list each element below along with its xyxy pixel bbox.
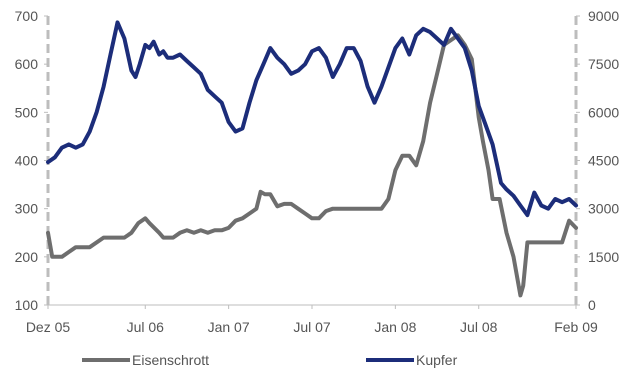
left-y-tick-labels: 100 200 300 400 500 600 700 <box>15 8 48 313</box>
left-y-tick-label: 100 <box>15 297 39 313</box>
x-tick-labels: Dez 05 Jul 06 Jan 07 Jul 07 Jan 08 Jul 08 Feb … <box>26 305 598 335</box>
right-y-tick-labels: 0 1500 3000 4500 6000 7500 9000 <box>576 8 619 313</box>
x-tick-label: Jul 07 <box>293 319 331 335</box>
left-y-tick-label: 200 <box>15 249 39 265</box>
left-y-tick-label: 300 <box>15 201 39 217</box>
x-tick-label: Jan 07 <box>208 319 250 335</box>
right-y-tick-label: 7500 <box>588 56 619 72</box>
series-line-kupfer <box>46 20 578 218</box>
series-layer <box>46 20 578 298</box>
left-y-tick-label: 400 <box>15 153 39 169</box>
legend-label-eisenschrott: Eisenschrott <box>132 352 209 368</box>
left-y-tick-label: 600 <box>15 56 39 72</box>
right-y-tick-label: 4500 <box>588 153 619 169</box>
series-line-eisenschrott <box>46 33 578 298</box>
x-tick-label: Jul 08 <box>460 319 498 335</box>
right-y-tick-label: 0 <box>588 297 596 313</box>
left-y-tick-label: 500 <box>15 104 39 120</box>
x-tick-label: Jul 06 <box>127 319 165 335</box>
legend: Eisenschrott Kupfer <box>82 352 458 368</box>
right-y-tick-label: 6000 <box>588 104 619 120</box>
x-tick-label: Jan 08 <box>374 319 416 335</box>
right-y-tick-label: 1500 <box>588 249 619 265</box>
left-y-tick-label: 700 <box>15 8 39 24</box>
right-y-tick-label: 9000 <box>588 8 619 24</box>
x-tick-label: Feb 09 <box>554 319 598 335</box>
right-y-tick-label: 3000 <box>588 201 619 217</box>
x-tick-label: Dez 05 <box>26 319 71 335</box>
legend-label-kupfer: Kupfer <box>416 352 458 368</box>
